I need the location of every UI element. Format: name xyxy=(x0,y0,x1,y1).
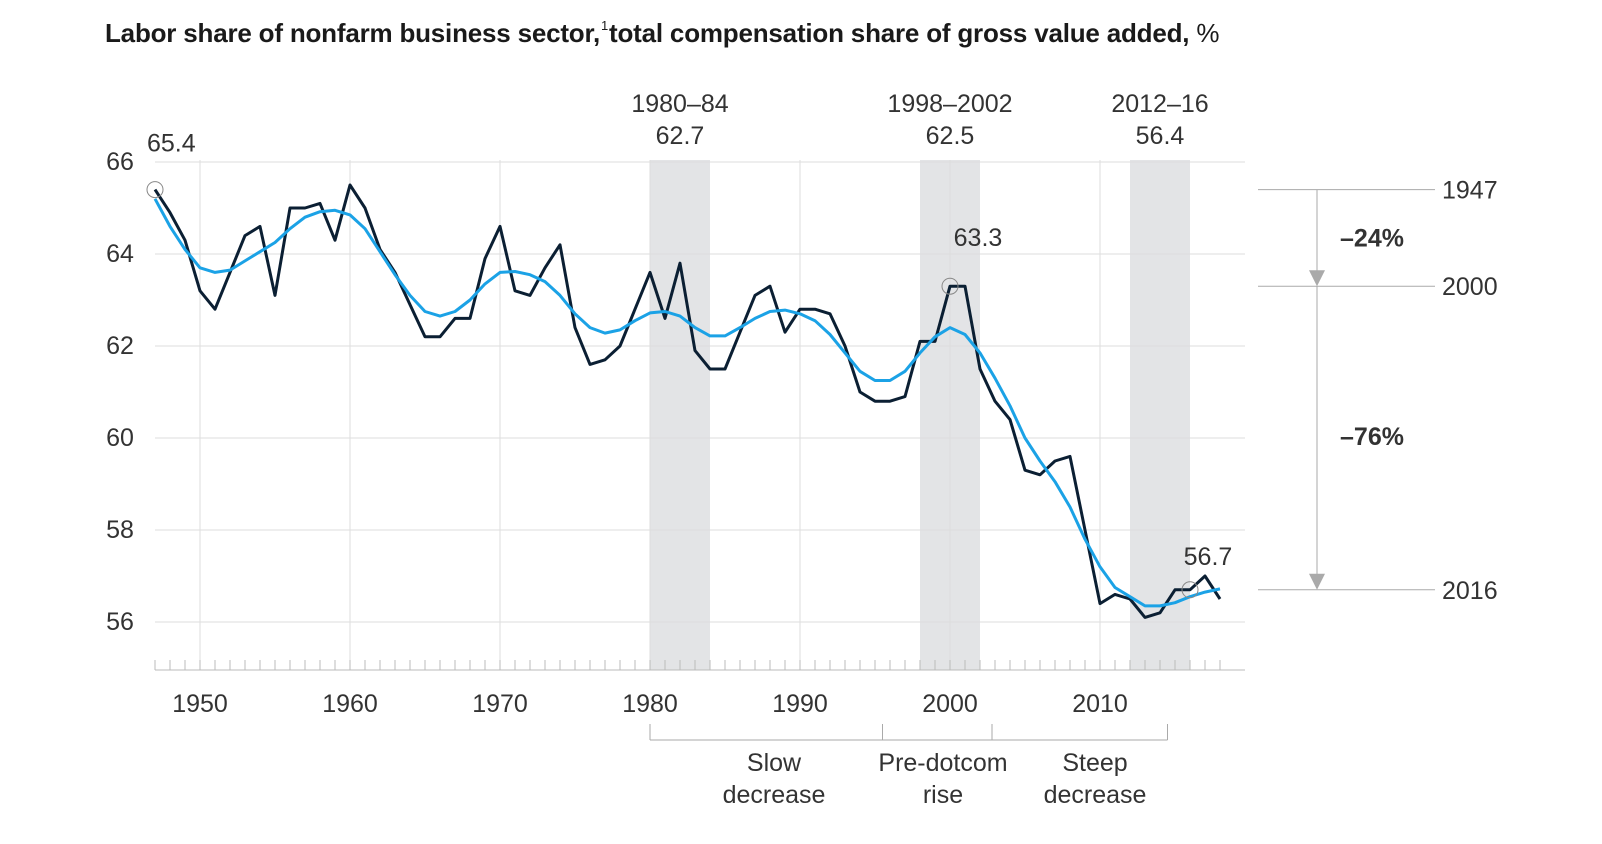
x-tick-label: 1980 xyxy=(622,690,678,718)
period-label: 1980–84 xyxy=(631,90,728,118)
point-label: 65.4 xyxy=(147,130,196,158)
y-tick-label: 64 xyxy=(106,240,134,268)
x-tick-label: 2010 xyxy=(1072,690,1128,718)
trend-series-line xyxy=(153,198,1221,608)
reference-year-label: 1947 xyxy=(1442,177,1498,205)
decline-label: –24% xyxy=(1340,225,1404,253)
y-tick-label: 56 xyxy=(106,608,134,636)
title-footnote: 1 xyxy=(601,18,609,34)
point-marker xyxy=(941,277,959,295)
x-tick-label: 2000 xyxy=(922,690,978,718)
y-tick-label: 66 xyxy=(106,148,134,176)
y-tick-label: 62 xyxy=(106,332,134,360)
x-tick-label: 1960 xyxy=(322,690,378,718)
title-main: Labor share of nonfarm business sector, xyxy=(105,18,600,48)
decline-arrowhead xyxy=(1309,270,1325,287)
shaded-period-2 xyxy=(1130,160,1190,670)
phase-label: rise xyxy=(923,781,963,809)
point-marker xyxy=(1181,581,1199,599)
decline-label: –76% xyxy=(1340,423,1404,451)
point-label: 56.7 xyxy=(1184,543,1233,571)
period-value: 56.4 xyxy=(1136,122,1185,150)
period-label: 1998–2002 xyxy=(887,90,1012,118)
period-value: 62.7 xyxy=(656,122,705,150)
y-tick-label: 60 xyxy=(106,424,134,452)
y-tick-label: 58 xyxy=(106,516,134,544)
reference-year-label: 2000 xyxy=(1442,273,1498,301)
phase-label: Slow xyxy=(747,749,802,777)
actual-series-line xyxy=(153,183,1222,619)
shaded-period-0 xyxy=(650,160,710,670)
phase-label: Pre-dotcom xyxy=(878,749,1007,777)
period-value: 62.5 xyxy=(926,122,975,150)
period-label: 2012–16 xyxy=(1111,90,1208,118)
decline-arrowhead xyxy=(1309,573,1325,590)
reference-year-label: 2016 xyxy=(1442,577,1498,605)
phase-label: decrease xyxy=(723,781,826,809)
point-label: 63.3 xyxy=(954,224,1003,252)
title-unit: % xyxy=(1196,18,1220,48)
x-tick-label: 1970 xyxy=(472,690,528,718)
phase-label: Steep xyxy=(1062,749,1127,777)
chart-title: Labor share of nonfarm business sector,1… xyxy=(105,18,1219,49)
title-rest: total compensation share of gross value … xyxy=(609,18,1190,48)
x-tick-label: 1990 xyxy=(772,690,828,718)
phase-label: decrease xyxy=(1044,781,1147,809)
x-tick-label: 1950 xyxy=(172,690,228,718)
point-marker xyxy=(146,181,164,199)
